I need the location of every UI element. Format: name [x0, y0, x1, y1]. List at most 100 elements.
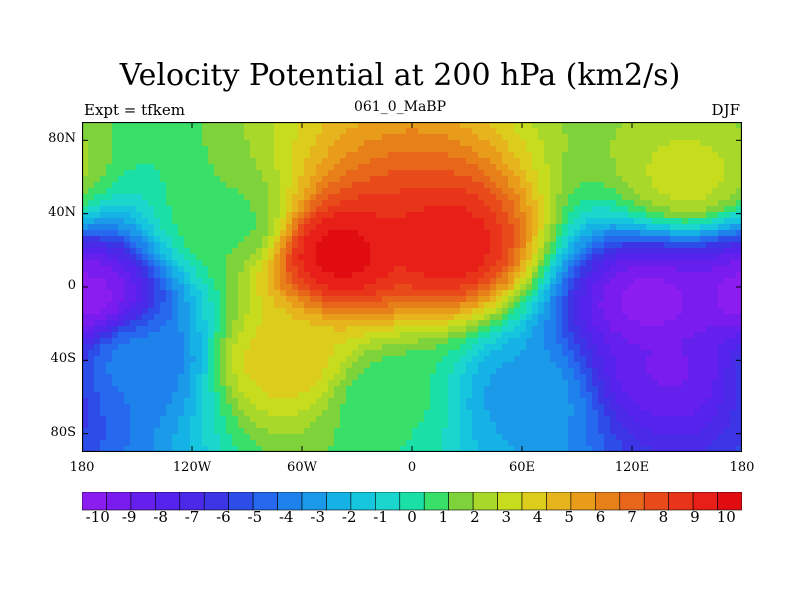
field-cell: [142, 362, 149, 369]
field-cell: [412, 158, 419, 165]
field-cell: [502, 152, 509, 159]
field-cell: [478, 326, 485, 333]
field-cell: [448, 266, 455, 273]
field-cell: [202, 152, 209, 159]
field-cell: [262, 152, 269, 159]
field-cell: [604, 224, 611, 231]
field-cell: [82, 212, 89, 219]
field-cell: [586, 194, 593, 201]
field-cell: [622, 218, 629, 225]
field-cell: [178, 206, 185, 213]
field-cell: [622, 296, 629, 303]
field-cell: [454, 260, 461, 267]
field-cell: [544, 446, 551, 452]
field-cell: [190, 344, 197, 351]
field-cell: [190, 134, 197, 141]
field-cell: [478, 350, 485, 357]
field-cell: [586, 146, 593, 153]
field-cell: [280, 140, 287, 147]
field-cell: [514, 380, 521, 387]
field-cell: [568, 428, 575, 435]
field-cell: [142, 278, 149, 285]
field-cell: [136, 218, 143, 225]
field-cell: [82, 194, 89, 201]
field-cell: [364, 344, 371, 351]
field-cell: [610, 344, 617, 351]
field-cell: [388, 212, 395, 219]
field-cell: [154, 410, 161, 417]
field-cell: [328, 128, 335, 135]
field-cell: [100, 284, 107, 291]
field-cell: [424, 164, 431, 171]
field-cell: [556, 164, 563, 171]
field-cell: [418, 290, 425, 297]
field-cell: [490, 422, 497, 429]
field-cell: [298, 248, 305, 255]
field-cell: [376, 350, 383, 357]
field-cell: [166, 428, 173, 435]
field-cell: [214, 206, 221, 213]
field-cell: [484, 398, 491, 405]
field-cell: [238, 380, 245, 387]
field-cell: [550, 326, 557, 333]
field-cell: [526, 260, 533, 267]
field-cell: [574, 296, 581, 303]
field-cell: [478, 248, 485, 255]
field-cell: [220, 248, 227, 255]
field-cell: [202, 416, 209, 423]
field-cell: [376, 410, 383, 417]
field-cell: [532, 140, 539, 147]
field-cell: [502, 146, 509, 153]
field-cell: [556, 278, 563, 285]
field-cell: [142, 170, 149, 177]
field-cell: [172, 380, 179, 387]
field-cell: [340, 440, 347, 447]
field-cell: [598, 332, 605, 339]
field-cell: [286, 152, 293, 159]
field-cell: [568, 284, 575, 291]
field-cell: [286, 128, 293, 135]
field-cell: [292, 350, 299, 357]
field-cell: [286, 332, 293, 339]
field-cell: [346, 356, 353, 363]
field-cell: [262, 242, 269, 249]
field-cell: [598, 374, 605, 381]
field-cell: [448, 290, 455, 297]
field-cell: [238, 308, 245, 315]
field-cell: [364, 410, 371, 417]
field-cell: [262, 176, 269, 183]
field-cell: [142, 224, 149, 231]
field-cell: [418, 122, 425, 129]
field-cell: [466, 380, 473, 387]
field-cell: [184, 338, 191, 345]
field-cell: [340, 296, 347, 303]
field-cell: [166, 368, 173, 375]
field-cell: [130, 446, 137, 452]
field-cell: [232, 278, 239, 285]
field-cell: [100, 266, 107, 273]
field-cell: [208, 134, 215, 141]
field-cell: [238, 164, 245, 171]
field-cell: [292, 158, 299, 165]
field-cell: [214, 284, 221, 291]
field-cell: [580, 356, 587, 363]
field-cell: [310, 368, 317, 375]
field-cell: [526, 200, 533, 207]
field-cell: [190, 314, 197, 321]
field-cell: [256, 218, 263, 225]
field-cell: [298, 236, 305, 243]
field-cell: [496, 128, 503, 135]
field-cell: [574, 440, 581, 447]
field-cell: [508, 218, 515, 225]
field-cell: [562, 206, 569, 213]
field-cell: [190, 122, 197, 129]
field-cell: [316, 392, 323, 399]
field-cell: [520, 158, 527, 165]
field-cell: [352, 272, 359, 279]
field-cell: [502, 248, 509, 255]
field-cell: [388, 260, 395, 267]
field-cell: [184, 206, 191, 213]
field-cell: [526, 344, 533, 351]
field-cell: [226, 338, 233, 345]
field-cell: [208, 206, 215, 213]
